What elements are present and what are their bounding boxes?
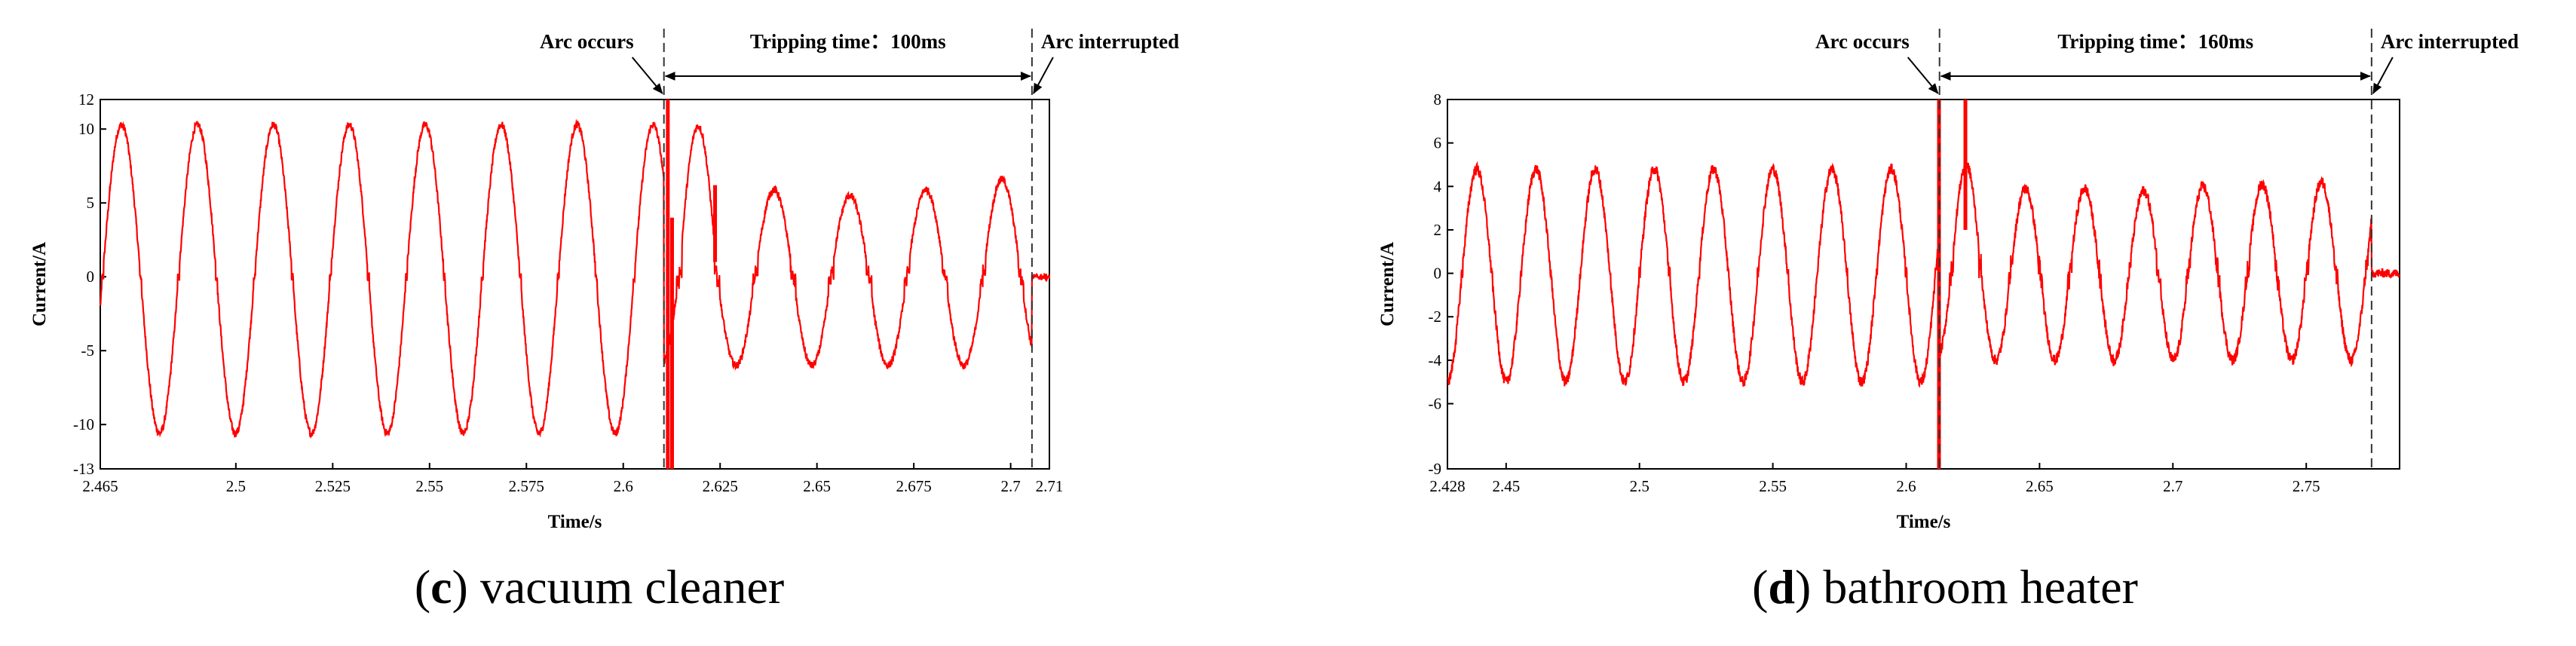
tripping-time-label: Tripping time：160ms <box>2057 30 2253 53</box>
caption-text: bathroom heater <box>1811 560 2138 614</box>
x-tick-label: 2.75 <box>2293 477 2320 495</box>
x-tick-label: 2.525 <box>315 477 351 495</box>
y-tick-label: 0 <box>87 268 95 286</box>
tripping-time-label: Tripping time：100ms <box>750 30 946 53</box>
series-current-line <box>1447 161 2400 388</box>
x-tick-label: 2.45 <box>1492 477 1520 495</box>
x-tick-label: 2.6 <box>1896 477 1916 495</box>
event-pointer-arrow <box>1907 57 1939 94</box>
caption-paren-open: ( <box>1752 560 1768 614</box>
y-tick-label: 8 <box>1434 90 1442 109</box>
y-tick-label: -4 <box>1429 351 1442 369</box>
caption-letter: d <box>1768 560 1795 614</box>
x-tick-label: 2.428 <box>1429 477 1465 495</box>
plot-frame <box>1447 99 2400 470</box>
caption-paren-open: ( <box>415 560 430 614</box>
y-tick-label: -13 <box>73 460 94 478</box>
x-tick-label: 2.6 <box>614 477 633 495</box>
y-tick-label: 10 <box>78 120 94 138</box>
y-tick-label: -5 <box>81 341 95 360</box>
y-axis-label: Current/A <box>1377 242 1398 326</box>
x-tick-label: 2.675 <box>896 477 932 495</box>
event-pointer-arrow <box>631 57 663 94</box>
y-tick-label: -6 <box>1429 395 1442 413</box>
y-tick-label: 6 <box>1434 134 1442 152</box>
event-pointer-arrow <box>1032 57 1054 94</box>
y-tick-label: 5 <box>87 194 95 212</box>
caption-text: vacuum cleaner <box>468 560 784 614</box>
y-tick-label: -9 <box>1429 460 1442 478</box>
event-label-arc-interrupted: Arc interrupted <box>2381 30 2519 53</box>
series-current-line <box>99 118 1051 439</box>
y-tick-label: 12 <box>78 90 94 109</box>
x-axis-label: Time/s <box>548 512 602 532</box>
x-tick-label: 2.7 <box>1000 477 1020 495</box>
x-tick-label: 2.7 <box>2163 477 2182 495</box>
plot-frame <box>100 99 1050 470</box>
y-tick-label: -10 <box>73 415 94 433</box>
x-tick-label: 2.55 <box>415 477 443 495</box>
panel-bathroom-heater: 8 6 4 2 0 -2 -4 -6 -92.428 2.45 2.5 2.55 2.6 2.65 2.7 2… <box>1377 29 2519 614</box>
x-tick-label: 2.575 <box>509 477 544 495</box>
y-tick-label: 0 <box>1434 265 1442 283</box>
event-label-arc-occurs: Arc occurs <box>540 30 634 53</box>
caption-letter: c <box>430 560 452 614</box>
caption-paren-close: ) <box>1795 560 1811 614</box>
y-tick-label: 2 <box>1434 221 1442 239</box>
x-tick-label: 2.65 <box>2026 477 2054 495</box>
event-label-arc-occurs: Arc occurs <box>1815 30 1910 53</box>
panel-caption: (c) vacuum cleaner <box>415 560 784 614</box>
event-label-arc-interrupted: Arc interrupted <box>1041 30 1179 53</box>
y-tick-label: -2 <box>1429 308 1442 326</box>
event-pointer-arrow <box>2372 57 2394 94</box>
x-tick-label: 2.71 <box>1036 477 1064 495</box>
y-tick-label: 4 <box>1434 177 1442 195</box>
x-tick-label: 2.5 <box>226 477 246 495</box>
x-axis-label: Time/s <box>1897 512 1951 532</box>
x-tick-label: 2.65 <box>803 477 831 495</box>
caption-paren-close: ) <box>452 560 468 614</box>
x-tick-label: 2.465 <box>82 477 118 495</box>
x-tick-label: 2.5 <box>1630 477 1649 495</box>
x-tick-label: 2.55 <box>1759 477 1787 495</box>
y-axis-label: Current/A <box>29 242 50 326</box>
panel-caption: (d) bathroom heater <box>1752 560 2138 614</box>
x-tick-label: 2.625 <box>703 477 738 495</box>
